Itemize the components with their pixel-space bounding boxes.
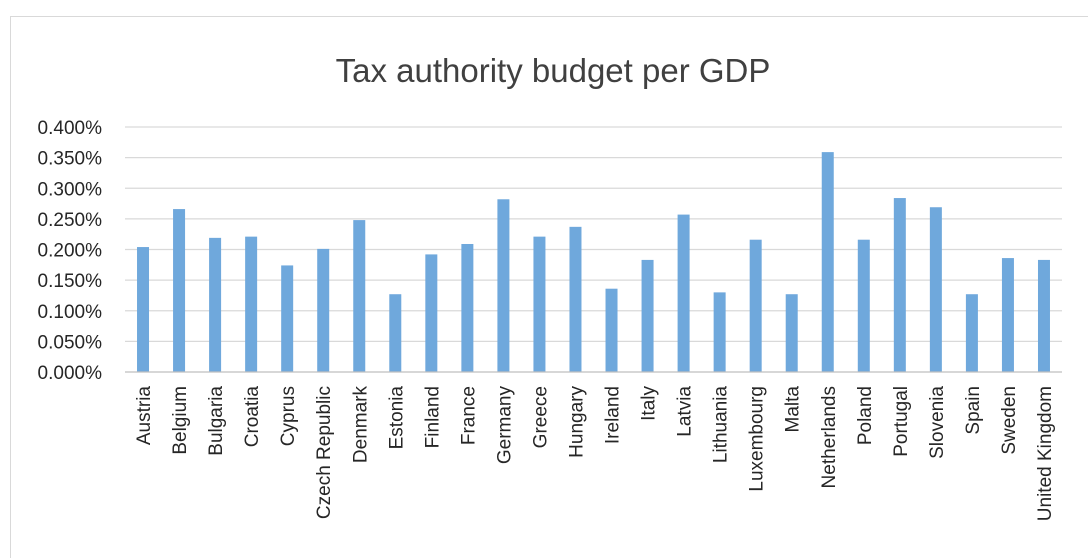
bar-luxembourg xyxy=(749,239,762,372)
y-tick-label: 0.200% xyxy=(38,241,103,262)
x-tick-label: Czech Republic xyxy=(314,386,335,519)
x-tick-label: Poland xyxy=(855,386,876,445)
bar-bulgaria xyxy=(209,237,222,372)
x-tick-label: Greece xyxy=(530,386,551,448)
bar-germany xyxy=(497,199,510,372)
x-tick-label: Italy xyxy=(639,386,660,421)
x-tick-label: Ireland xyxy=(603,386,624,444)
bar-italy xyxy=(641,259,654,372)
y-tick-label: 0.250% xyxy=(38,210,103,231)
x-tick-label: Malta xyxy=(783,386,804,433)
bar-denmark xyxy=(353,220,366,372)
x-tick-label: Spain xyxy=(963,386,984,435)
y-tick-label: 0.000% xyxy=(38,363,103,384)
bars xyxy=(137,152,1050,372)
y-tick-label: 0.350% xyxy=(38,149,103,170)
x-tick-label: United Kingdom xyxy=(1035,386,1056,521)
bar-united-kingdom xyxy=(1037,259,1050,372)
bar-poland xyxy=(857,239,870,372)
x-tick-label: Luxembourg xyxy=(747,386,768,492)
x-tick-label: Germany xyxy=(494,386,515,465)
bar-croatia xyxy=(245,236,258,372)
x-tick-label: Belgium xyxy=(170,386,191,455)
x-tick-label: Hungary xyxy=(566,386,587,458)
bar-austria xyxy=(137,247,150,372)
x-tick-label: Estonia xyxy=(386,386,407,450)
x-tick-label: Lithuania xyxy=(711,386,732,464)
x-tick-label: Portugal xyxy=(891,386,912,457)
x-tick-label: Slovenia xyxy=(927,386,948,459)
bar-estonia xyxy=(389,294,402,372)
y-tick-label: 0.300% xyxy=(38,179,103,200)
y-tick-label: 0.400% xyxy=(38,118,103,139)
bar-cyprus xyxy=(281,265,294,372)
x-tick-label: Finland xyxy=(422,386,443,448)
chart-title: Tax authority budget per GDP xyxy=(336,52,771,89)
bar-spain xyxy=(965,294,978,372)
x-tick-label: Bulgaria xyxy=(206,386,227,456)
bar-malta xyxy=(785,294,798,372)
y-axis-ticks: 0.000% 0.050% 0.100% 0.150% 0.200% 0.250% 0.30… xyxy=(38,118,103,384)
x-tick-label: Austria xyxy=(134,386,155,446)
y-tick-label: 0.100% xyxy=(38,302,103,323)
x-tick-label: Sweden xyxy=(999,386,1020,455)
bar-lithuania xyxy=(713,292,726,372)
bar-finland xyxy=(425,254,438,372)
x-tick-label: Netherlands xyxy=(819,386,840,488)
bar-netherlands xyxy=(821,152,834,372)
bar-france xyxy=(461,243,474,372)
x-axis-ticks: Austria Belgium Bulgaria Croatia Cyprus Czech… xyxy=(134,386,1056,522)
bar-slovenia xyxy=(929,207,942,372)
bar-hungary xyxy=(569,226,582,372)
x-tick-label: Croatia xyxy=(242,386,263,448)
y-tick-label: 0.050% xyxy=(38,332,103,353)
bar-sweden xyxy=(1001,258,1014,372)
bar-ireland xyxy=(605,288,618,372)
bar-belgium xyxy=(173,209,186,372)
bar-portugal xyxy=(893,198,906,372)
x-tick-label: France xyxy=(458,386,479,445)
bar-greece xyxy=(533,236,546,372)
y-tick-label: 0.150% xyxy=(38,271,103,292)
chart-frame xyxy=(10,16,1088,558)
bar-latvia xyxy=(677,214,690,372)
gridlines xyxy=(125,126,1062,343)
x-tick-label: Latvia xyxy=(675,386,696,437)
bar-czech-republic xyxy=(317,248,330,372)
x-tick-label: Denmark xyxy=(350,386,371,464)
x-tick-label: Cyprus xyxy=(278,386,299,446)
